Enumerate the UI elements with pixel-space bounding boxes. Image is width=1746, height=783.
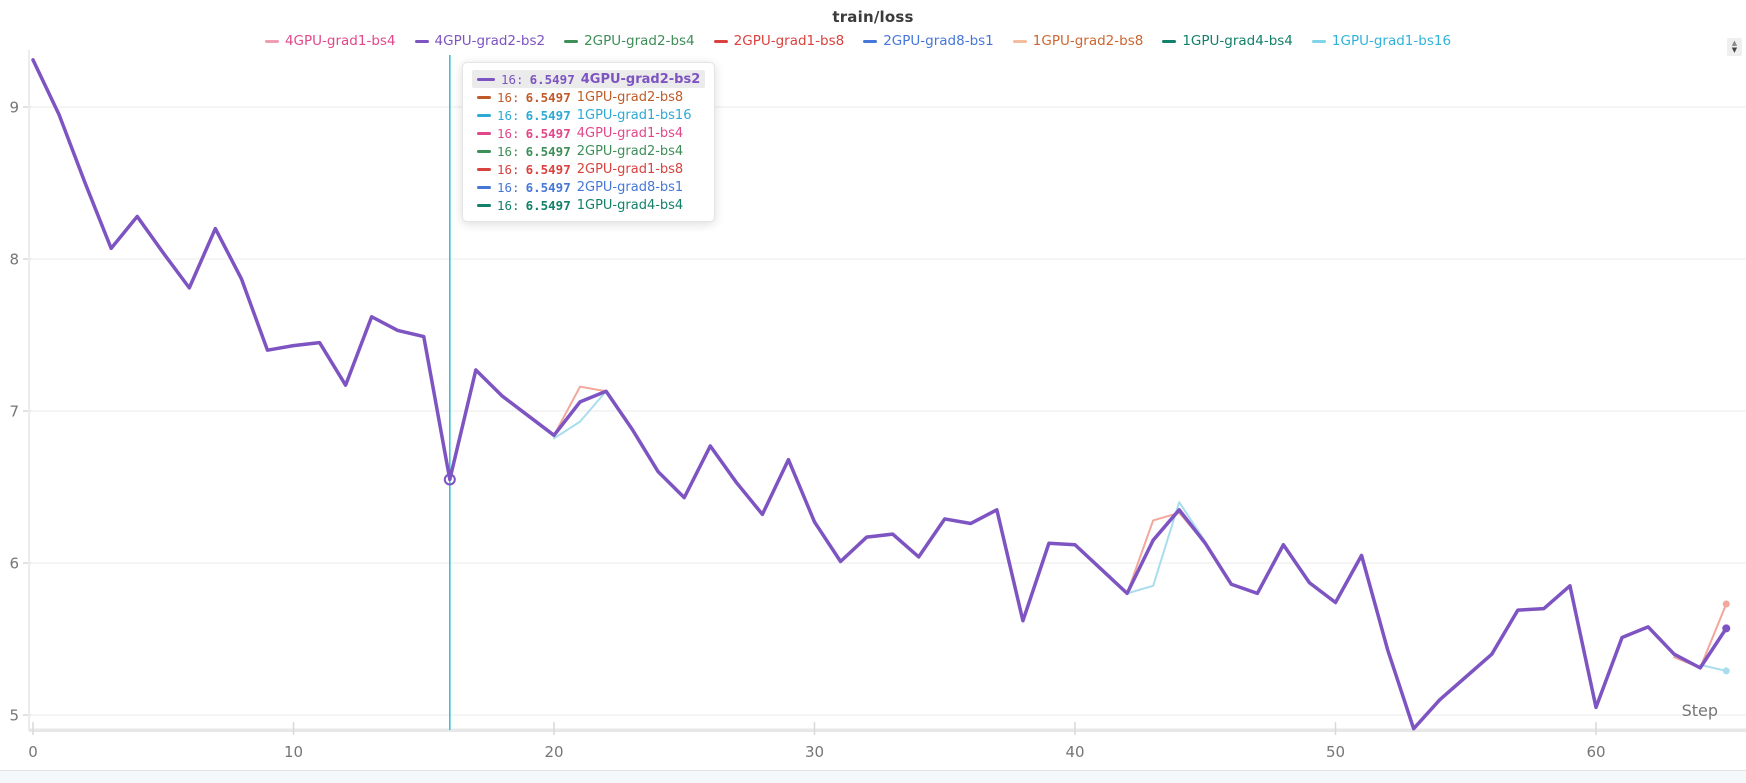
series-line-deviation-1GPU-grad1-bs16 bbox=[1699, 663, 1728, 672]
step-axis-label: Step bbox=[1682, 701, 1718, 720]
tooltip-row-1GPU-grad2-bs8: 16: 6.5497 1GPU-grad2-bs8 bbox=[472, 88, 705, 106]
tooltip-row-2GPU-grad8-bs1: 16: 6.5497 2GPU-grad8-bs1 bbox=[472, 178, 705, 196]
tooltip-step: 16: bbox=[501, 71, 524, 87]
tooltip-series-name: 2GPU-grad2-bs4 bbox=[576, 143, 684, 159]
tooltip-series-dash-icon bbox=[477, 167, 491, 171]
x-tick-label: 60 bbox=[1586, 743, 1605, 761]
tooltip-series-name: 4GPU-grad1-bs4 bbox=[576, 125, 684, 141]
series-line-main-4GPU-grad2-bs2 bbox=[31, 58, 1728, 731]
tooltip-series-dash-icon bbox=[477, 113, 491, 117]
tooltip-row-2GPU-grad2-bs4: 16: 6.5497 2GPU-grad2-bs4 bbox=[472, 142, 705, 160]
bottom-panel-strip bbox=[0, 771, 1746, 783]
legend-dash-icon bbox=[414, 39, 429, 43]
series-end-dot-1GPU-grad1-bs16 bbox=[1722, 667, 1730, 675]
legend-label: 1GPU-grad2-bs8 bbox=[1032, 33, 1144, 49]
tooltip-series-dash-icon bbox=[477, 131, 491, 135]
series-line-deviation-1GPU-grad1-bs16 bbox=[553, 390, 608, 440]
legend-dash-icon bbox=[713, 39, 728, 43]
legend-label: 1GPU-grad1-bs16 bbox=[1331, 33, 1452, 49]
legend-item-1GPU-grad4-bs4[interactable]: 1GPU-grad4-bs4 bbox=[1162, 33, 1293, 49]
tooltip-value: 6.5497 bbox=[525, 143, 571, 159]
tooltip-step: 16: bbox=[497, 107, 520, 123]
tooltip-value: 6.5497 bbox=[525, 161, 571, 177]
legend-item-1GPU-grad1-bs16[interactable]: 1GPU-grad1-bs16 bbox=[1311, 33, 1452, 49]
series-end-dot-1GPU-grad2-bs8 bbox=[1722, 600, 1730, 608]
x-tick-label: 10 bbox=[284, 743, 303, 761]
x-tick-label: 20 bbox=[544, 743, 563, 761]
tooltip-series-name: 4GPU-grad2-bs2 bbox=[580, 71, 701, 87]
legend-dash-icon bbox=[1012, 39, 1027, 43]
tooltip-step: 16: bbox=[497, 143, 520, 159]
legend-dash-icon bbox=[564, 39, 579, 43]
tooltip-step: 16: bbox=[497, 197, 520, 213]
stepper-down-icon[interactable]: ▼ bbox=[1731, 46, 1738, 54]
tooltip-series-dash-icon bbox=[477, 203, 491, 207]
legend-item-2GPU-grad1-bs8[interactable]: 2GPU-grad1-bs8 bbox=[713, 33, 845, 49]
chart-legend: 4GPU-grad1-bs4 4GPU-grad2-bs2 2GPU-grad2-b… bbox=[0, 33, 1716, 49]
tooltip-row-1GPU-grad1-bs16: 16: 6.5497 1GPU-grad1-bs16 bbox=[472, 106, 705, 124]
y-tick-label: 5 bbox=[9, 707, 19, 725]
hover-marker bbox=[443, 473, 456, 486]
x-tick-label: 0 bbox=[28, 743, 38, 761]
tooltip-value: 6.5497 bbox=[525, 89, 571, 105]
tooltip-step: 16: bbox=[497, 125, 520, 141]
legend-item-2GPU-grad2-bs4[interactable]: 2GPU-grad2-bs4 bbox=[564, 33, 695, 49]
tooltip-series-dash-icon bbox=[477, 77, 495, 81]
tooltip-series-name: 1GPU-grad1-bs16 bbox=[576, 107, 692, 123]
legend-dash-icon bbox=[1162, 39, 1177, 43]
x-tick-label: 30 bbox=[805, 743, 824, 761]
tooltip-series-dash-icon bbox=[477, 95, 491, 99]
legend-item-4GPU-grad1-bs4[interactable]: 4GPU-grad1-bs4 bbox=[264, 33, 396, 49]
stepper-up-icon[interactable]: ▲ bbox=[1731, 39, 1738, 47]
tooltip-value: 6.5497 bbox=[525, 107, 571, 123]
legend-item-4GPU-grad2-bs2[interactable]: 4GPU-grad2-bs2 bbox=[414, 33, 546, 49]
y-tick-label: 8 bbox=[9, 251, 19, 269]
x-axis-baseline bbox=[29, 728, 1746, 732]
tooltip-value: 6.5497 bbox=[525, 125, 571, 141]
legend-label: 4GPU-grad2-bs2 bbox=[434, 33, 546, 49]
legend-label: 4GPU-grad1-bs4 bbox=[284, 33, 396, 49]
tooltip-series-dash-icon bbox=[477, 185, 491, 189]
tooltip-value: 6.5497 bbox=[525, 197, 571, 213]
tooltip-row-2GPU-grad1-bs8: 16: 6.5497 2GPU-grad1-bs8 bbox=[472, 160, 705, 178]
tooltip-series-name: 1GPU-grad4-bs4 bbox=[576, 197, 684, 213]
legend-label: 2GPU-grad8-bs1 bbox=[883, 33, 994, 49]
panel-divider bbox=[0, 770, 1746, 771]
chart-title: train/loss bbox=[832, 8, 914, 26]
tooltip-step: 16: bbox=[497, 89, 520, 105]
legend-label: 2GPU-grad1-bs8 bbox=[733, 33, 845, 49]
tooltip-series-name: 2GPU-grad8-bs1 bbox=[576, 179, 684, 195]
tooltip-series-name: 1GPU-grad2-bs8 bbox=[576, 89, 684, 105]
x-tick-label: 40 bbox=[1065, 743, 1084, 761]
tooltip-step: 16: bbox=[497, 179, 520, 195]
tooltip-value: 6.5497 bbox=[525, 179, 571, 195]
tooltip-series-dash-icon bbox=[477, 149, 491, 153]
tooltip-row-4GPU-grad1-bs4: 16: 6.5497 4GPU-grad1-bs4 bbox=[472, 124, 705, 142]
series-line-deviation-1GPU-grad2-bs8 bbox=[553, 385, 608, 437]
legend-label: 2GPU-grad2-bs4 bbox=[584, 33, 695, 49]
tooltip-series-name: 2GPU-grad1-bs8 bbox=[576, 161, 684, 177]
y-tick-label: 9 bbox=[9, 99, 19, 117]
series-end-dot-4GPU-grad2-bs2 bbox=[1722, 624, 1731, 633]
tooltip-value: 6.5497 bbox=[529, 71, 575, 87]
legend-dash-icon bbox=[1311, 39, 1326, 43]
legend-dash-icon bbox=[863, 39, 878, 43]
y-tick-label: 7 bbox=[9, 403, 19, 421]
legend-item-2GPU-grad8-bs1[interactable]: 2GPU-grad8-bs1 bbox=[863, 33, 994, 49]
series-line-deviation-1GPU-grad1-bs16 bbox=[1126, 501, 1207, 595]
legend-item-1GPU-grad2-bs8[interactable]: 1GPU-grad2-bs8 bbox=[1012, 33, 1144, 49]
number-stepper[interactable]: ▲ ▼ bbox=[1727, 38, 1742, 56]
tooltip-step: 16: bbox=[497, 161, 520, 177]
tooltip-row-1GPU-grad4-bs4: 16: 6.5497 1GPU-grad4-bs4 bbox=[472, 196, 705, 214]
x-tick-label: 50 bbox=[1326, 743, 1345, 761]
legend-dash-icon bbox=[264, 39, 279, 43]
y-tick-label: 6 bbox=[9, 555, 19, 573]
hover-tooltip: 16: 6.5497 4GPU-grad2-bs2 16: 6.5497 1GPU-gra… bbox=[462, 62, 716, 222]
tooltip-row-4GPU-grad2-bs2: 16: 6.5497 4GPU-grad2-bs2 bbox=[472, 70, 706, 88]
legend-label: 1GPU-grad4-bs4 bbox=[1182, 33, 1293, 49]
